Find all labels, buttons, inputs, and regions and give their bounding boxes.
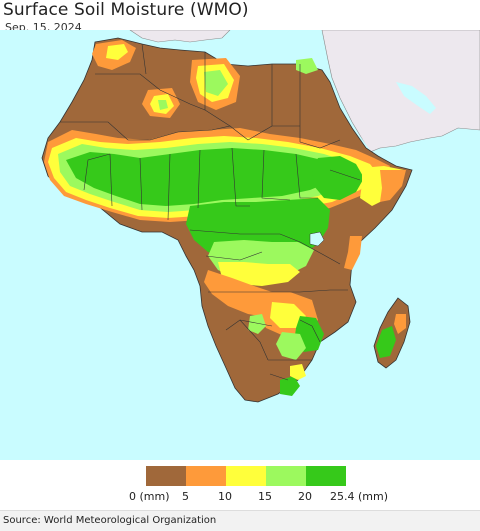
sahara-spot-2-green: [204, 70, 228, 96]
legend-label-0: 0 (mm): [129, 490, 170, 503]
congo-yellow: [218, 262, 300, 286]
madagascar-green: [376, 326, 396, 358]
mozambique-light: [276, 332, 306, 360]
nile-delta-green: [296, 58, 318, 74]
legend-swatch-4: [306, 466, 346, 486]
gulf-water: [396, 82, 436, 114]
soil-moisture-map: [0, 30, 480, 460]
sa-coast-yellow: [290, 364, 306, 380]
map-title: Surface Soil Moisture (WMO): [3, 0, 249, 20]
sa-coast-green: [280, 376, 300, 396]
legend: 0 (mm) 5 10 15 20 25.4 (mm): [0, 462, 480, 506]
legend-label-4: 20: [298, 490, 312, 503]
sahel-wet: [66, 148, 340, 206]
botswana-green: [248, 314, 266, 334]
legend-label-2: 10: [218, 490, 232, 503]
middle-east-land: [321, 30, 480, 153]
horn-orange: [380, 170, 406, 202]
legend-swatch-0: [146, 466, 186, 486]
country-borders: [60, 43, 361, 381]
source-footer: Source: World Meteorological Organizatio…: [0, 510, 480, 531]
europe-land: [129, 30, 231, 43]
sahara-spot-1-green: [158, 100, 168, 110]
legend-label-3: 15: [258, 490, 272, 503]
legend-label-1: 5: [182, 490, 189, 503]
legend-swatch-2: [226, 466, 266, 486]
madagascar-orange: [394, 314, 406, 334]
legend-swatch-1: [186, 466, 226, 486]
legend-label-5: 25.4 (mm): [330, 490, 389, 503]
morocco-yellow: [106, 44, 128, 60]
coast-orange: [344, 236, 362, 270]
source-text: Source: World Meteorological Organizatio…: [3, 515, 217, 526]
legend-color-bar: [146, 466, 346, 486]
lake-victoria: [309, 231, 325, 247]
zambia-yellow: [270, 302, 306, 328]
ethiopia-wet: [312, 156, 364, 200]
legend-swatch-3: [266, 466, 306, 486]
